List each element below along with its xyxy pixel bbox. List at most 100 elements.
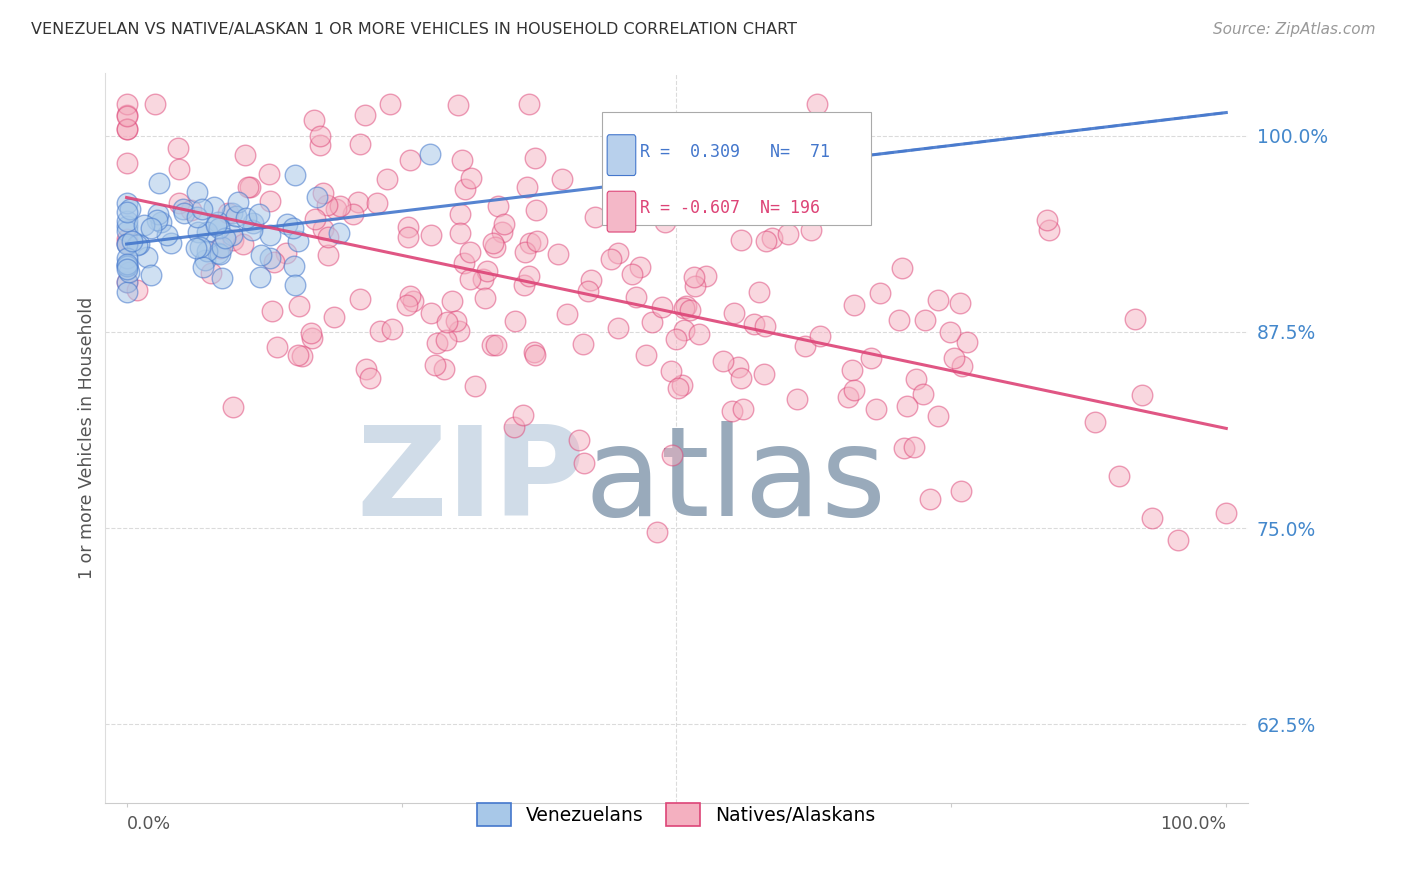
Point <box>311 186 333 200</box>
Point <box>841 363 863 377</box>
Point <box>484 240 506 254</box>
Point <box>482 236 505 251</box>
Point <box>727 359 749 374</box>
Point <box>233 148 256 162</box>
Point <box>503 314 526 328</box>
Point <box>115 121 138 136</box>
Point <box>291 350 314 364</box>
Point <box>1140 511 1163 525</box>
Point <box>259 194 281 208</box>
Point <box>1130 387 1153 401</box>
Point <box>666 382 689 396</box>
Point <box>349 136 371 151</box>
Point <box>204 200 226 214</box>
Point <box>672 323 695 337</box>
Point <box>190 202 212 216</box>
Point <box>239 180 262 194</box>
Point <box>572 337 595 351</box>
Point <box>628 260 651 274</box>
Point <box>837 390 859 404</box>
Point <box>1108 468 1130 483</box>
Point <box>395 297 418 311</box>
Point <box>115 236 138 251</box>
Point <box>115 109 138 123</box>
Point <box>259 252 281 266</box>
Point <box>730 371 752 385</box>
Point <box>217 205 239 219</box>
Point <box>581 273 603 287</box>
Point <box>723 306 745 320</box>
Point <box>247 207 270 221</box>
Point <box>903 441 925 455</box>
Point <box>842 298 865 312</box>
Point <box>274 246 297 260</box>
Point <box>927 293 949 307</box>
Point <box>316 198 339 212</box>
Point <box>683 278 706 293</box>
Point <box>1123 312 1146 326</box>
Point <box>328 226 350 240</box>
Point <box>471 272 494 286</box>
Point <box>893 441 915 455</box>
Point <box>211 270 233 285</box>
Point <box>149 215 172 229</box>
Point <box>399 153 422 168</box>
Point <box>486 199 509 213</box>
Point <box>316 229 339 244</box>
Point <box>1167 533 1189 548</box>
Point <box>524 203 547 218</box>
Point <box>1036 213 1059 227</box>
Point <box>179 202 201 217</box>
Point <box>474 291 496 305</box>
Point <box>221 228 243 243</box>
Text: ZIP: ZIP <box>356 421 585 542</box>
Point <box>419 227 441 242</box>
Point <box>115 285 138 299</box>
Point <box>517 97 540 112</box>
Point <box>283 260 305 274</box>
Point <box>761 230 783 244</box>
Point <box>426 336 449 351</box>
Point <box>679 303 702 318</box>
Point <box>441 294 464 309</box>
Point <box>211 240 233 254</box>
Point <box>502 420 524 434</box>
Point <box>755 235 778 249</box>
Point <box>665 332 688 346</box>
Point <box>250 248 273 262</box>
Point <box>207 246 229 260</box>
Point <box>143 97 166 112</box>
Point <box>814 200 837 214</box>
Point <box>721 403 744 417</box>
Point <box>806 97 828 112</box>
Point <box>304 212 326 227</box>
Point <box>661 448 683 462</box>
Point <box>776 227 799 242</box>
Point <box>519 235 541 250</box>
Point <box>172 202 194 216</box>
Point <box>513 277 536 292</box>
Point <box>713 354 735 368</box>
Point <box>896 399 918 413</box>
Point <box>186 211 208 225</box>
Point <box>214 231 236 245</box>
Point <box>266 340 288 354</box>
Point <box>449 226 471 240</box>
Point <box>207 220 229 235</box>
Point <box>616 206 638 220</box>
Point <box>312 221 335 235</box>
Point <box>115 205 138 219</box>
Text: R = -0.607  N= 196: R = -0.607 N= 196 <box>640 199 820 218</box>
Point <box>800 223 823 237</box>
Point <box>731 401 754 416</box>
Point <box>262 303 284 318</box>
Point <box>568 434 591 448</box>
Point <box>359 371 381 385</box>
Point <box>475 263 498 277</box>
Point <box>115 257 138 271</box>
Point <box>136 251 159 265</box>
FancyBboxPatch shape <box>607 135 636 176</box>
Point <box>378 97 401 112</box>
Point <box>242 217 264 231</box>
Text: 100.0%: 100.0% <box>1160 815 1226 833</box>
